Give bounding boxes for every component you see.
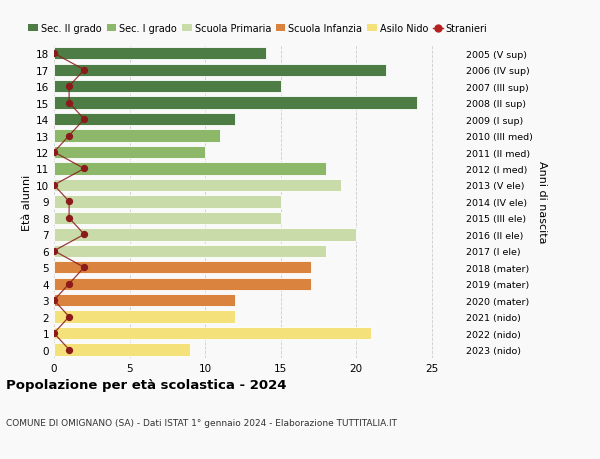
Point bbox=[79, 67, 89, 74]
Bar bbox=[54, 229, 356, 241]
Point bbox=[49, 247, 59, 255]
Bar bbox=[54, 196, 281, 208]
Point bbox=[79, 231, 89, 239]
Bar bbox=[54, 262, 311, 274]
Bar bbox=[54, 114, 235, 126]
Point bbox=[64, 83, 74, 90]
Point bbox=[79, 116, 89, 123]
Bar bbox=[54, 163, 326, 175]
Bar bbox=[54, 179, 341, 192]
Bar bbox=[54, 97, 416, 110]
Point bbox=[64, 133, 74, 140]
Bar bbox=[54, 344, 190, 356]
Point bbox=[64, 215, 74, 222]
Bar bbox=[54, 278, 311, 290]
Point bbox=[64, 346, 74, 353]
Point bbox=[64, 198, 74, 206]
Point bbox=[49, 50, 59, 58]
Point bbox=[49, 297, 59, 304]
Y-axis label: Anni di nascita: Anni di nascita bbox=[537, 161, 547, 243]
Bar bbox=[54, 311, 235, 323]
Point bbox=[64, 100, 74, 107]
Point bbox=[79, 165, 89, 173]
Bar bbox=[54, 130, 220, 142]
Bar bbox=[54, 146, 205, 159]
Point bbox=[64, 313, 74, 321]
Point bbox=[49, 182, 59, 189]
Text: COMUNE DI OMIGNANO (SA) - Dati ISTAT 1° gennaio 2024 - Elaborazione TUTTITALIA.I: COMUNE DI OMIGNANO (SA) - Dati ISTAT 1° … bbox=[6, 418, 397, 427]
Bar bbox=[54, 81, 281, 93]
Y-axis label: Età alunni: Età alunni bbox=[22, 174, 32, 230]
Bar bbox=[54, 327, 371, 340]
Bar bbox=[54, 48, 266, 60]
Text: Popolazione per età scolastica - 2024: Popolazione per età scolastica - 2024 bbox=[6, 379, 287, 392]
Bar bbox=[54, 64, 386, 77]
Point bbox=[64, 280, 74, 288]
Bar bbox=[54, 294, 235, 307]
Point bbox=[79, 264, 89, 271]
Point bbox=[49, 149, 59, 157]
Legend: Sec. II grado, Sec. I grado, Scuola Primaria, Scuola Infanzia, Asilo Nido, Stran: Sec. II grado, Sec. I grado, Scuola Prim… bbox=[25, 20, 491, 38]
Bar bbox=[54, 212, 281, 224]
Point bbox=[49, 330, 59, 337]
Bar bbox=[54, 245, 326, 257]
